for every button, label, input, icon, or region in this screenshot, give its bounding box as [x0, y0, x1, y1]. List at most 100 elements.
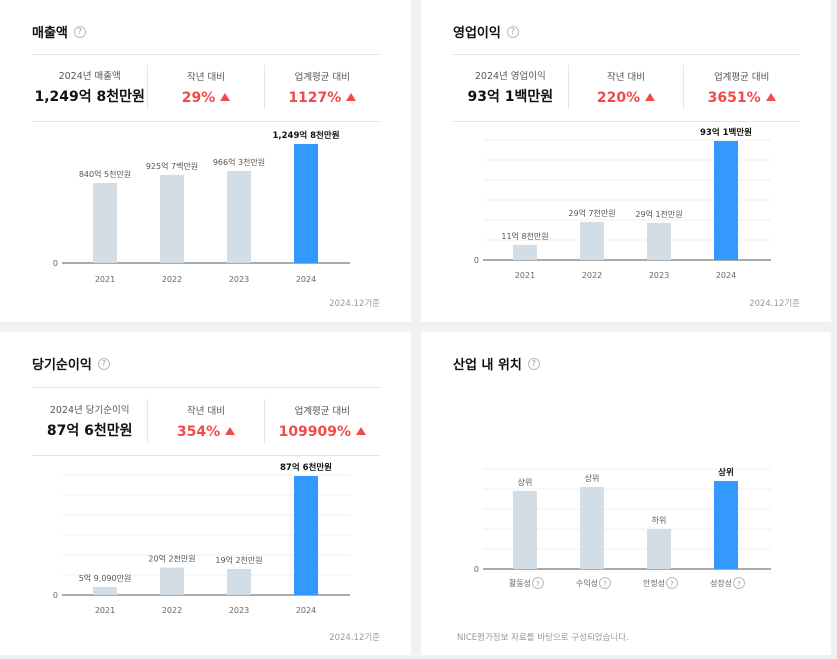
bar: [160, 567, 184, 595]
category-label: 2023: [649, 271, 669, 280]
category-label: 2024: [296, 606, 316, 615]
stat-industry: 업계평균 대비 109909%: [263, 399, 380, 443]
help-icon-glyph: ?: [670, 580, 674, 588]
net-income-bar-chart: 0 5억 9,090만원 2021 20억 2천만원 2022 19억 2천만원 2023 8…: [53, 462, 350, 615]
industry-position-title-text: 산업 내 위치: [453, 358, 522, 373]
bar-value-label: 925억 7백만원: [146, 161, 198, 171]
bar-value-label: 상위: [585, 473, 600, 483]
revenue-stats: 2024년 매출액 1,249억 8천만원 작년 대비 29% 업계평균 대비 …: [32, 65, 380, 109]
stat-industry-value: 109909%: [278, 423, 352, 440]
stat-current-label: 2024년 당기순이익: [49, 405, 130, 416]
stat-yoy-label: 작년 대비: [187, 405, 225, 417]
bar: [227, 170, 251, 263]
bar: [647, 529, 671, 569]
bar-value-label: 87억 6천만원: [280, 462, 332, 473]
revenue-as-of: 2024.12기준: [329, 299, 380, 309]
bar-value-label: 1,249억 8천만원: [272, 130, 339, 141]
bar-value-label: 11억 8천만원: [501, 231, 548, 241]
help-icon[interactable]: [599, 577, 611, 589]
bar-value-label: 19억 2천만원: [215, 555, 262, 565]
operating-profit-stats: 2024년 영업이익 93억 1백만원 작년 대비 220% 업계평균 대비 3…: [453, 65, 799, 109]
stat-industry-label: 업계평균 대비: [713, 71, 770, 83]
category-label: 활동성: [509, 578, 531, 588]
revenue-bar-chart: 0 840억 5천만원 2021 925억 7백만원 2022 966억 3천만원 2023…: [53, 130, 350, 284]
stat-industry-label: 업계평균 대비: [294, 405, 351, 417]
help-icon[interactable]: ?: [97, 357, 110, 370]
bar-value-label: 966억 3천만원: [213, 157, 265, 167]
stat-industry-value: 3651%: [707, 89, 761, 106]
bar: [714, 481, 738, 569]
divider: [453, 54, 799, 55]
up-arrow-icon: [220, 92, 231, 101]
stat-current: 2024년 매출액 1,249억 8천만원: [32, 65, 147, 109]
divider: [453, 121, 799, 122]
up-arrow-icon: [346, 92, 357, 101]
help-icon[interactable]: ?: [73, 25, 86, 38]
category-label: 성장성: [710, 578, 732, 588]
divider: [32, 121, 380, 122]
operating-profit-title: 영업이익 ?: [453, 22, 519, 41]
stat-yoy-value: 220%: [596, 89, 641, 106]
category-label: 2022: [162, 606, 182, 615]
category-label: 2024: [716, 271, 736, 280]
stat-yoy-value: 354%: [176, 423, 221, 440]
category-label: 2023: [229, 606, 249, 615]
stat-current-value: 93억 1백만원: [467, 89, 554, 105]
net-income-title-text: 당기순이익: [32, 358, 92, 373]
bar-value-label: 상위: [518, 477, 533, 487]
help-icon[interactable]: [666, 577, 678, 589]
help-icon[interactable]: ?: [506, 25, 519, 38]
help-icon[interactable]: [532, 577, 544, 589]
operating-profit-title-text: 영업이익: [453, 26, 501, 41]
bar-value-label: 5억 9,090만원: [79, 573, 132, 583]
y-zero-label: 0: [53, 259, 58, 268]
net-income-stats: 2024년 당기순이익 87억 6천만원 작년 대비 354% 업계평균 대비 …: [32, 399, 380, 443]
bar: [513, 244, 537, 260]
bar: [714, 141, 738, 260]
help-icon[interactable]: ?: [527, 357, 540, 370]
stat-yoy-value: 29%: [181, 89, 216, 106]
operating-profit-card: 영업이익 ? 2024년 영업이익 93억 1백만원 작년 대비 220% 업계…: [421, 0, 831, 322]
stat-yoy-label: 작년 대비: [187, 71, 225, 83]
bar: [580, 222, 604, 260]
y-zero-label: 0: [474, 256, 479, 265]
up-arrow-icon: [356, 426, 367, 435]
net-income-card: 당기순이익 ? 2024년 당기순이익 87억 6천만원 작년 대비 354% …: [0, 332, 411, 655]
operating-profit-as-of: 2024.12기준: [749, 299, 800, 309]
revenue-card: 매출액 ? 2024년 매출액 1,249억 8천만원 작년 대비 29% 업계…: [0, 0, 411, 322]
bar-value-label: 29억 1천만원: [635, 209, 682, 219]
category-label: 2021: [515, 271, 535, 280]
divider: [32, 387, 380, 388]
revenue-title-text: 매출액: [32, 26, 68, 41]
bar: [294, 144, 318, 263]
bar-value-label: 하위: [652, 515, 667, 525]
bar: [580, 487, 604, 569]
stat-yoy: 작년 대비 29%: [147, 65, 263, 109]
help-icon[interactable]: [733, 577, 745, 589]
bar-value-label: 93억 1백만원: [700, 127, 752, 138]
stat-current: 2024년 영업이익 93억 1백만원: [453, 65, 568, 109]
bar: [294, 476, 318, 595]
industry-position-title: 산업 내 위치 ?: [453, 354, 540, 373]
category-label: 2022: [582, 271, 602, 280]
up-arrow-icon: [765, 92, 776, 101]
help-icon-glyph: ?: [536, 580, 540, 588]
y-zero-label: 0: [474, 565, 479, 574]
stat-yoy-label: 작년 대비: [607, 71, 645, 83]
category-label: 2023: [229, 275, 249, 284]
net-income-title: 당기순이익 ?: [32, 354, 110, 373]
bar: [647, 222, 671, 260]
up-arrow-icon: [645, 92, 656, 101]
bar: [227, 568, 251, 595]
bar: [93, 586, 117, 595]
stat-current-label: 2024년 매출액: [58, 71, 121, 82]
stat-industry: 업계평균 대비 3651%: [683, 65, 799, 109]
source-note: NICE평가정보 자료를 바탕으로 구성되었습니다.: [457, 633, 629, 643]
stat-current-label: 2024년 영업이익: [474, 71, 546, 82]
stat-industry-value: 1127%: [288, 89, 342, 106]
divider: [32, 455, 380, 456]
revenue-title: 매출액 ?: [32, 22, 86, 41]
bar-value-label: 20억 2천만원: [148, 554, 195, 564]
category-label: 2021: [95, 275, 115, 284]
bar: [513, 491, 537, 569]
